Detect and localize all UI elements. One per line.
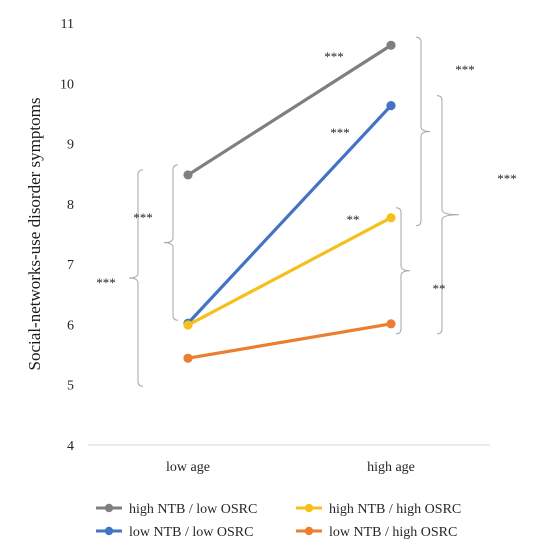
data-point: [183, 170, 193, 180]
series-line: [186, 43, 393, 177]
significance-label: ***: [497, 171, 517, 186]
x-tick-label: low age: [166, 460, 210, 475]
y-axis-label: Social-networks-use disorder symptoms: [25, 98, 44, 371]
significance-label: **: [347, 212, 360, 227]
series-2: [183, 213, 396, 330]
y-tick-label: 6: [67, 318, 74, 333]
legend-item: low NTB / low OSRC: [96, 525, 253, 540]
significance-brackets: [128, 36, 460, 387]
legend-label: high NTB / low OSRC: [129, 502, 257, 517]
significance-label: **: [433, 281, 446, 296]
legend: high NTB / low OSRC low NTB / low OSRC hig…: [96, 502, 461, 540]
legend-label: low NTB / low OSRC: [129, 525, 253, 540]
y-tick-label: 4: [67, 439, 74, 454]
legend-swatch-marker: [104, 526, 114, 536]
significance-label: ***: [455, 62, 475, 77]
y-tick-label: 5: [67, 379, 74, 394]
legend-swatch-marker: [304, 503, 314, 513]
significance-bracket: [395, 207, 411, 335]
significance-bracket: [436, 95, 460, 335]
legend-swatch-marker: [304, 526, 314, 536]
significance-bracket: [415, 36, 431, 227]
significance-label: ***: [96, 275, 116, 290]
series-line: [186, 322, 393, 360]
data-point: [183, 353, 193, 363]
significance-bracket: [163, 164, 179, 321]
y-tick-label: 10: [60, 77, 74, 92]
series-3: [183, 319, 396, 363]
significance-label: ***: [330, 125, 350, 140]
legend-item: low NTB / high OSRC: [296, 525, 457, 540]
y-tick-label: 9: [67, 138, 74, 153]
series-1: [183, 100, 396, 328]
data-point: [386, 40, 396, 50]
x-axis: low age high age: [88, 444, 490, 475]
x-tick-label: high age: [367, 460, 415, 475]
data-point: [386, 213, 396, 223]
series-lines: [183, 40, 396, 363]
y-tick-label: 8: [67, 198, 74, 213]
series-0: [183, 40, 396, 180]
y-axis: 4 5 6 7 8 9 10 11: [60, 17, 74, 454]
legend-swatch-marker: [104, 503, 114, 513]
data-point: [183, 320, 193, 330]
y-tick-label: 7: [67, 258, 74, 273]
legend-item: high NTB / high OSRC: [296, 502, 461, 517]
series-line: [186, 103, 393, 325]
legend-label: low NTB / high OSRC: [329, 525, 457, 540]
series-line: [186, 216, 393, 327]
legend-label: high NTB / high OSRC: [329, 502, 461, 517]
legend-item: high NTB / low OSRC: [96, 502, 257, 517]
y-tick-label: 11: [61, 17, 74, 32]
significance-label: ***: [324, 49, 344, 64]
significance-label: ***: [133, 210, 153, 225]
significance-labels: **********************: [96, 49, 517, 296]
data-point: [386, 319, 396, 329]
data-point: [386, 100, 396, 111]
significance-bracket: [128, 169, 144, 387]
